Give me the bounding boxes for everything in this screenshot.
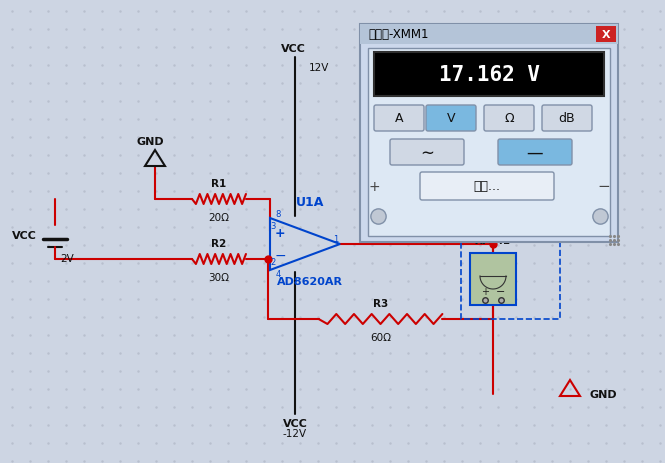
Text: 2: 2 (271, 258, 275, 267)
Text: XMM1: XMM1 (475, 236, 511, 245)
Text: −: − (496, 287, 505, 296)
FancyBboxPatch shape (426, 106, 476, 131)
Bar (461, 234, 560, 319)
Text: GND: GND (136, 137, 164, 147)
FancyBboxPatch shape (390, 140, 464, 166)
FancyBboxPatch shape (374, 106, 424, 131)
Text: 3: 3 (270, 222, 276, 231)
Text: 30Ω: 30Ω (209, 272, 229, 282)
Text: GND: GND (590, 389, 618, 399)
Text: 20Ω: 20Ω (209, 213, 229, 223)
Text: +: + (368, 180, 380, 194)
Text: 8: 8 (275, 210, 281, 219)
FancyBboxPatch shape (374, 53, 604, 97)
Text: 4: 4 (275, 270, 281, 279)
FancyBboxPatch shape (542, 106, 592, 131)
Text: R1: R1 (211, 179, 227, 188)
Text: 17.162 V: 17.162 V (438, 65, 539, 85)
Text: 万用表-XMM1: 万用表-XMM1 (368, 28, 428, 41)
Text: 60Ω: 60Ω (370, 332, 391, 342)
FancyBboxPatch shape (360, 25, 618, 243)
Text: +: + (275, 227, 285, 240)
FancyBboxPatch shape (368, 49, 610, 237)
Text: X: X (602, 30, 610, 40)
Text: A: A (395, 112, 403, 125)
FancyBboxPatch shape (484, 106, 534, 131)
Text: VCC: VCC (283, 418, 307, 428)
Text: dB: dB (559, 112, 575, 125)
Text: −: − (274, 249, 286, 263)
Text: VCC: VCC (281, 44, 305, 54)
Text: +: + (481, 287, 489, 296)
FancyBboxPatch shape (420, 173, 554, 200)
Text: AD8620AR: AD8620AR (277, 276, 343, 287)
Text: VCC: VCC (12, 231, 37, 240)
FancyBboxPatch shape (470, 253, 516, 305)
Text: 设置...: 设置... (473, 180, 501, 193)
Text: -12V: -12V (283, 428, 307, 438)
Text: R3: R3 (373, 298, 388, 308)
FancyBboxPatch shape (360, 25, 618, 45)
Text: —: — (527, 144, 543, 162)
Text: −: − (598, 179, 610, 194)
Text: R2: R2 (211, 238, 227, 249)
FancyBboxPatch shape (596, 27, 616, 43)
Text: 12V: 12V (309, 63, 329, 73)
Text: Ω: Ω (504, 112, 514, 125)
FancyBboxPatch shape (498, 140, 572, 166)
Text: U1A: U1A (296, 195, 325, 208)
Text: V: V (447, 112, 456, 125)
Text: 2V: 2V (60, 253, 74, 263)
Text: 1: 1 (333, 235, 338, 244)
Text: ∼: ∼ (420, 144, 434, 162)
